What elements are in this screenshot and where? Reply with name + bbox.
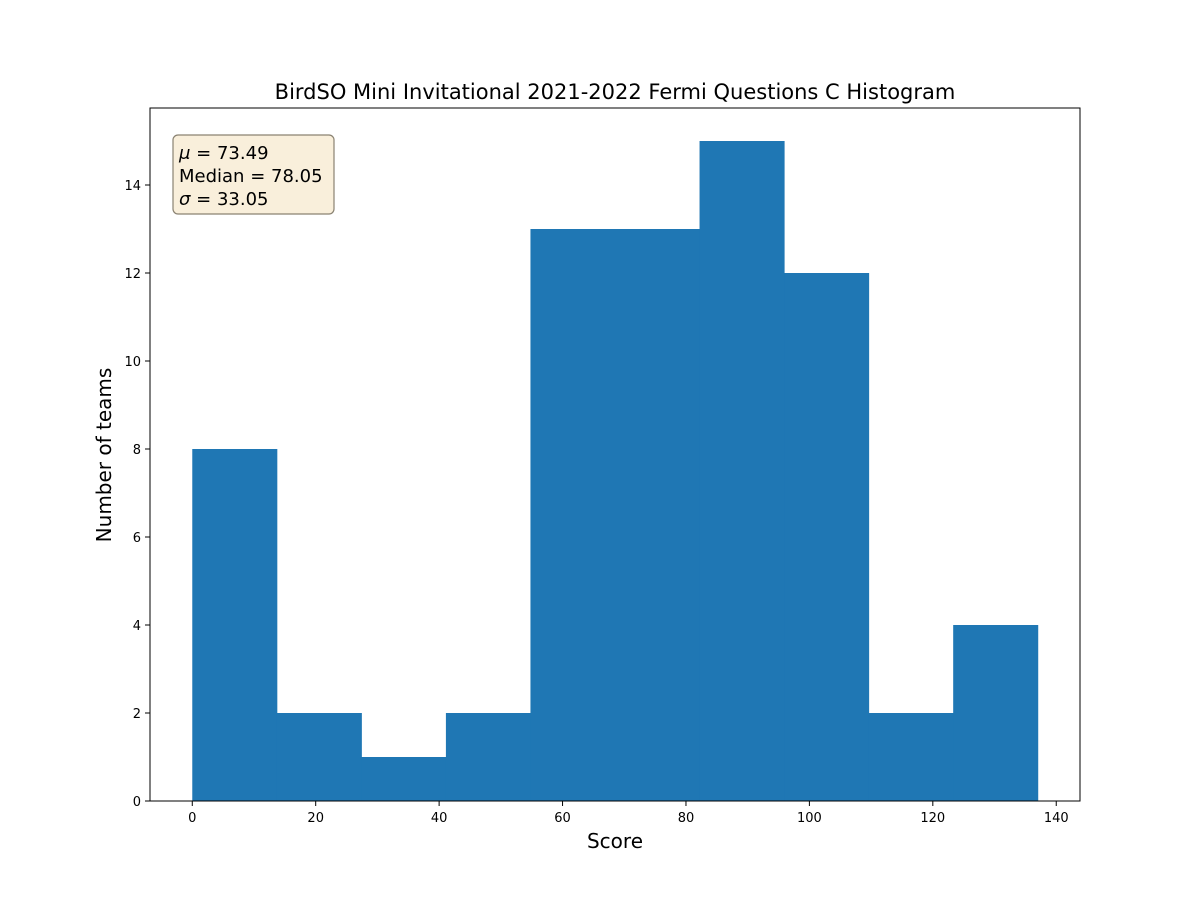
y-tick-label: 4 bbox=[133, 619, 141, 634]
x-tick-label: 100 bbox=[797, 811, 822, 826]
std-equals: = bbox=[190, 189, 217, 210]
y-tick-label: 14 bbox=[124, 179, 141, 194]
histogram-bar bbox=[868, 713, 954, 801]
stats-mean: μ = 73.49 bbox=[178, 143, 269, 164]
histogram-bar bbox=[192, 449, 278, 801]
x-tick-label: 20 bbox=[307, 811, 324, 826]
y-tick-label: 6 bbox=[133, 531, 141, 546]
std-symbol: σ bbox=[179, 189, 191, 210]
histogram-bar bbox=[276, 713, 362, 801]
histogram-bar bbox=[530, 229, 616, 801]
x-tick-label: 60 bbox=[554, 811, 571, 826]
y-tick-label: 10 bbox=[124, 355, 141, 370]
std-value: 33.05 bbox=[217, 189, 269, 210]
y-axis-ticks: 0 2 4 6 8 10 12 14 bbox=[124, 179, 150, 810]
y-tick-label: 12 bbox=[124, 267, 141, 282]
histogram-bar bbox=[615, 229, 701, 801]
x-axis-label: Score bbox=[587, 829, 643, 853]
stats-std: σ = 33.05 bbox=[179, 189, 268, 210]
y-tick-label: 2 bbox=[133, 707, 141, 722]
histogram-bar bbox=[699, 141, 785, 801]
mean-symbol: μ bbox=[178, 143, 190, 164]
x-tick-label: 140 bbox=[1044, 811, 1069, 826]
median-value: 78.05 bbox=[271, 166, 323, 187]
mean-value: 73.49 bbox=[217, 143, 269, 164]
y-tick-label: 8 bbox=[133, 443, 141, 458]
y-tick-label: 0 bbox=[133, 795, 141, 810]
y-axis-label: Number of teams bbox=[92, 368, 116, 543]
x-axis-ticks: 0 20 40 60 80 100 120 140 bbox=[188, 801, 1069, 826]
stats-box: μ = 73.49 Median = 78.05 σ = 33.05 bbox=[172, 134, 335, 215]
x-tick-label: 80 bbox=[678, 811, 695, 826]
x-tick-label: 0 bbox=[188, 811, 196, 826]
histogram-bar bbox=[953, 625, 1039, 801]
mean-equals: = bbox=[190, 143, 217, 164]
plot-frame bbox=[149, 107, 1081, 802]
histogram-bar bbox=[784, 273, 870, 801]
bars-group bbox=[192, 141, 1039, 801]
chart-title: BirdSO Mini Invitational 2021-2022 Fermi… bbox=[275, 80, 956, 104]
median-equals: = bbox=[244, 166, 271, 187]
x-tick-label: 40 bbox=[431, 811, 448, 826]
x-tick-label: 120 bbox=[920, 811, 945, 826]
histogram-bar bbox=[445, 713, 531, 801]
stats-box-background bbox=[172, 134, 335, 215]
histogram-bar bbox=[361, 757, 447, 801]
stats-median: Median = 78.05 bbox=[179, 166, 323, 187]
median-label: Median bbox=[179, 166, 244, 187]
